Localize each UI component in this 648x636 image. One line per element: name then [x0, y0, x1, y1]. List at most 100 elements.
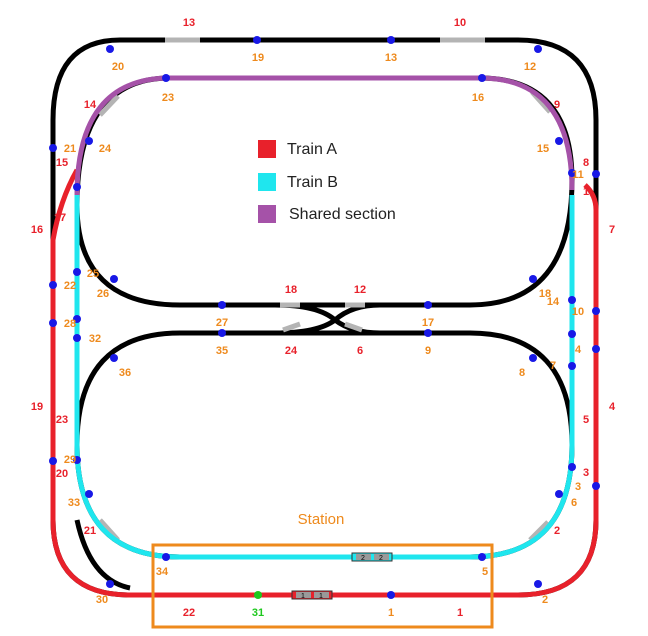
segment-label: 13 [183, 17, 195, 29]
sensor-node [529, 354, 537, 362]
train-b-car-2 [374, 554, 389, 560]
switch-6 [344, 321, 363, 333]
train-a-body [291, 590, 333, 600]
segment-label: 5 [482, 566, 488, 578]
train-a-car-2-label: 1 [319, 593, 323, 600]
sensor-node [49, 319, 57, 327]
segment-label: 7 [609, 224, 615, 236]
sensor-node [478, 553, 486, 561]
segment-label: 14 [547, 296, 560, 308]
switch-24 [282, 321, 301, 333]
segment-label: 2 [542, 594, 548, 606]
legend-label-train-b: Train B [287, 174, 338, 191]
sensor-node [568, 169, 576, 177]
segment-label: 23 [162, 92, 174, 104]
train-a-car-2 [314, 592, 329, 598]
sensor-node [162, 553, 170, 561]
sensor-node [110, 275, 118, 283]
train-b-car-2-label: 2 [379, 555, 383, 562]
train-a-car-1-label: 1 [301, 593, 305, 600]
sensor-node [73, 456, 81, 464]
segment-label: 22 [183, 607, 195, 619]
sensor-node [162, 74, 170, 82]
train-b-route-path [74, 190, 575, 560]
segment-label: 17 [54, 212, 66, 224]
legend: Train A Train B Shared section [258, 140, 396, 223]
segment-label: 3 [583, 467, 589, 479]
segment-label: 24 [99, 143, 112, 155]
segment-label: 10 [454, 17, 466, 29]
segment-label: 1 [583, 186, 589, 198]
sensor-node-green [254, 591, 262, 599]
segment-label: 4 [609, 401, 616, 413]
segment-label: 8 [583, 157, 589, 169]
segment-label: 23 [56, 414, 68, 426]
legend-swatch-train-b [258, 173, 276, 191]
sensor-node [73, 183, 81, 191]
sensor-node [218, 301, 226, 309]
segment-label: 3 [575, 481, 581, 493]
segment-label: 35 [216, 345, 228, 357]
sensor-node [106, 45, 114, 53]
sensor-node [73, 268, 81, 276]
sensor-node [592, 345, 600, 353]
sensor-node [478, 74, 486, 82]
segment-label: 30 [96, 594, 108, 606]
sensor-node [253, 36, 261, 44]
segment-label: 19 [31, 401, 43, 413]
sensor-nodes [49, 36, 600, 599]
sensor-node [387, 591, 395, 599]
train-a-route-left [50, 168, 599, 598]
train-a-car-1 [296, 592, 311, 598]
segment-label: 11 [572, 169, 584, 181]
segment-label: 22 [64, 280, 76, 292]
segment-label: 20 [112, 61, 124, 73]
segment-label: 29 [64, 454, 76, 466]
station-inner-siding-track [74, 519, 131, 591]
train-b-car-1 [356, 554, 371, 560]
segment-label: 14 [84, 99, 97, 111]
segment-label: 9 [554, 99, 560, 111]
switch-2 [528, 520, 550, 542]
train-a: 1 1 [291, 590, 333, 600]
segment-label: 6 [571, 497, 577, 509]
segment-label: 16 [31, 224, 43, 236]
sensor-node [568, 296, 576, 304]
segment-label: 18 [539, 288, 551, 300]
sensor-node [555, 490, 563, 498]
segment-label: 32 [89, 333, 101, 345]
sensor-node [592, 307, 600, 315]
segment-label: 13 [385, 52, 397, 64]
shared-section-route [74, 75, 575, 196]
legend-label-shared: Shared section [289, 206, 396, 223]
segment-label: 28 [64, 318, 76, 330]
legend-swatch-shared [258, 205, 276, 223]
sensor-node [49, 457, 57, 465]
sensor-node [218, 329, 226, 337]
sensor-node [568, 362, 576, 370]
segment-label: 36 [119, 367, 131, 379]
sensor-node [592, 170, 600, 178]
segment-label: 9 [425, 345, 431, 357]
segment-label: 27 [216, 317, 228, 329]
segment-label: 25 [87, 268, 99, 280]
segment-label: 10 [572, 306, 584, 318]
legend-label-train-a: Train A [287, 141, 337, 158]
segment-label: 18 [285, 284, 297, 296]
switch-14 [98, 94, 120, 117]
train-b-body [351, 552, 393, 562]
sensor-node [85, 490, 93, 498]
segment-label: 21 [64, 143, 76, 155]
segment-label: 7 [550, 360, 556, 372]
sensor-node [568, 330, 576, 338]
segment-label: 26 [97, 288, 109, 300]
segment-label: 33 [68, 497, 80, 509]
segment-label: 34 [156, 566, 169, 578]
segment-label: 17 [422, 317, 434, 329]
sensor-node [568, 463, 576, 471]
train-a-route [50, 168, 599, 598]
sensor-node [85, 137, 93, 145]
train-b: 2 2 [351, 552, 393, 562]
